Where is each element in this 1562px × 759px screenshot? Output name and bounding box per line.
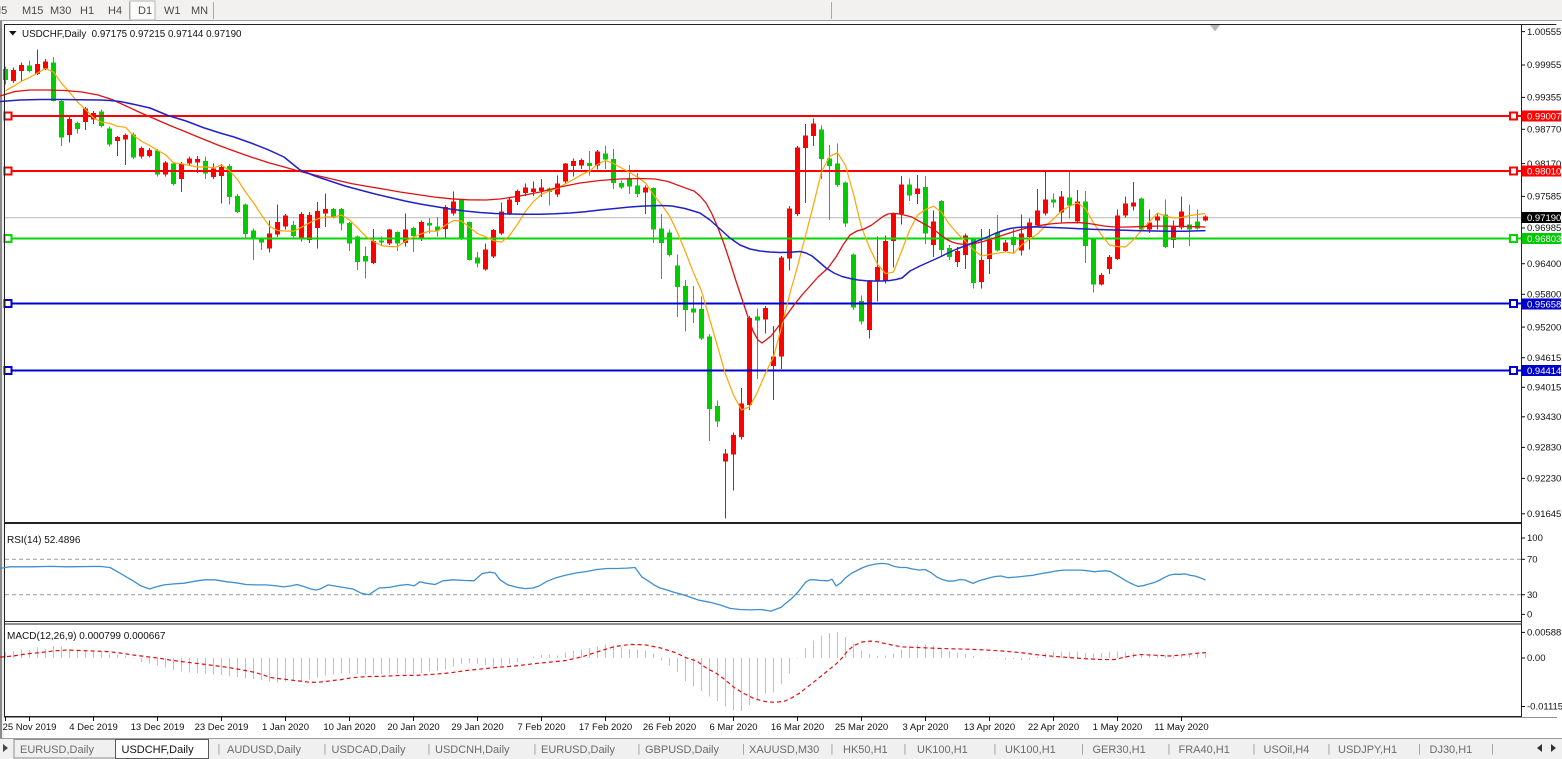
svg-text:GER30,H1: GER30,H1 <box>1093 744 1146 756</box>
svg-text:25 Mar 2020: 25 Mar 2020 <box>835 722 888 733</box>
svg-text:|: | <box>904 743 907 755</box>
svg-text:M5: M5 <box>0 5 7 17</box>
svg-text:25 Nov 2019: 25 Nov 2019 <box>3 722 57 733</box>
svg-text:0.93430: 0.93430 <box>1527 412 1561 423</box>
svg-text:1.00555: 1.00555 <box>1527 27 1561 38</box>
svg-text:|: | <box>638 743 641 755</box>
svg-text:1 Jan 2020: 1 Jan 2020 <box>262 722 309 733</box>
svg-text:USDCHF,Daily: USDCHF,Daily <box>122 744 195 756</box>
svg-text:100: 100 <box>1527 533 1543 544</box>
svg-text:HK50,H1: HK50,H1 <box>843 744 888 756</box>
svg-text:0.96400: 0.96400 <box>1527 259 1561 270</box>
svg-text:|: | <box>831 743 834 755</box>
svg-text:USOil,H4: USOil,H4 <box>1264 744 1310 756</box>
svg-text:0.95658: 0.95658 <box>1527 300 1561 311</box>
svg-text:|: | <box>534 743 537 755</box>
svg-text:0.95800: 0.95800 <box>1527 290 1561 301</box>
svg-text:23 Dec 2019: 23 Dec 2019 <box>195 722 249 733</box>
svg-text:DJ30,H1: DJ30,H1 <box>1430 744 1473 756</box>
svg-text:|: | <box>742 743 745 755</box>
svg-text:0.97190: 0.97190 <box>1527 213 1561 224</box>
svg-text:|: | <box>1328 743 1331 755</box>
svg-text:1 May 2020: 1 May 2020 <box>1093 722 1143 733</box>
svg-text:0.99355: 0.99355 <box>1527 93 1561 104</box>
svg-text:0.94015: 0.94015 <box>1527 383 1561 394</box>
svg-text:3 Apr 2020: 3 Apr 2020 <box>903 722 949 733</box>
svg-text:0.95200: 0.95200 <box>1527 322 1561 333</box>
svg-text:|: | <box>1418 743 1421 755</box>
svg-text:USDCNH,Daily: USDCNH,Daily <box>435 744 510 756</box>
svg-text:13 Dec 2019: 13 Dec 2019 <box>131 722 185 733</box>
svg-text:6 Mar 2020: 6 Mar 2020 <box>709 722 757 733</box>
svg-text:0.94414: 0.94414 <box>1527 366 1561 377</box>
svg-text:|: | <box>1081 743 1084 755</box>
svg-text:0.92830: 0.92830 <box>1527 443 1561 454</box>
svg-text:H1: H1 <box>80 5 94 17</box>
svg-text:|: | <box>1253 743 1256 755</box>
svg-text:M15: M15 <box>22 5 43 17</box>
svg-text:XAUUSD,M30: XAUUSD,M30 <box>749 744 819 756</box>
svg-text:22 Apr 2020: 22 Apr 2020 <box>1028 722 1079 733</box>
svg-text:30: 30 <box>1527 590 1538 601</box>
svg-text:M30: M30 <box>50 5 71 17</box>
svg-text:MACD(12,26,9) 0.000799 0.00066: MACD(12,26,9) 0.000799 0.000667 <box>7 631 166 642</box>
svg-text:13 Apr 2020: 13 Apr 2020 <box>964 722 1015 733</box>
svg-text:MN: MN <box>191 5 208 17</box>
svg-text:-0.0111514: -0.0111514 <box>1527 702 1562 713</box>
svg-text:EURUSD,Daily: EURUSD,Daily <box>20 744 94 756</box>
svg-text:0: 0 <box>1527 610 1532 621</box>
svg-text:H4: H4 <box>108 5 122 17</box>
svg-text:0.91645: 0.91645 <box>1527 509 1561 520</box>
svg-text:0.98170: 0.98170 <box>1527 159 1561 170</box>
svg-text:FRA40,H1: FRA40,H1 <box>1179 744 1230 756</box>
svg-text:16 Mar 2020: 16 Mar 2020 <box>771 722 824 733</box>
svg-text:4 Dec 2019: 4 Dec 2019 <box>69 722 118 733</box>
svg-text:D1: D1 <box>138 5 152 17</box>
svg-text:|: | <box>428 743 431 755</box>
svg-text:17 Feb 2020: 17 Feb 2020 <box>579 722 632 733</box>
svg-text:AUDUSD,Daily: AUDUSD,Daily <box>227 744 301 756</box>
svg-text:|: | <box>1168 743 1171 755</box>
svg-text:0.97585: 0.97585 <box>1527 192 1561 203</box>
svg-text:EURUSD,Daily: EURUSD,Daily <box>541 744 615 756</box>
svg-text:0.98010: 0.98010 <box>1527 167 1561 178</box>
svg-text:7 Feb 2020: 7 Feb 2020 <box>517 722 565 733</box>
svg-text:0.92230: 0.92230 <box>1527 474 1561 485</box>
svg-text:|: | <box>218 743 221 755</box>
svg-text:70: 70 <box>1527 555 1538 566</box>
svg-text:0.98770: 0.98770 <box>1527 125 1561 136</box>
svg-text:0.00: 0.00 <box>1527 653 1546 664</box>
svg-text:|: | <box>994 743 997 755</box>
svg-text:GBPUSD,Daily: GBPUSD,Daily <box>645 744 719 756</box>
svg-text:|: | <box>324 743 327 755</box>
svg-text:11 May 2020: 11 May 2020 <box>1154 722 1208 733</box>
svg-text:UK100,H1: UK100,H1 <box>1005 744 1056 756</box>
svg-text:0.96803: 0.96803 <box>1527 234 1561 245</box>
svg-text:USDCAD,Daily: USDCAD,Daily <box>332 744 406 756</box>
svg-text:W1: W1 <box>164 5 181 17</box>
svg-text:|: | <box>1491 743 1494 755</box>
svg-text:USDJPY,H1: USDJPY,H1 <box>1338 744 1397 756</box>
svg-text:USDCHF,Daily 0.97175 0.97215: USDCHF,Daily 0.97175 0.97215 0.97144 0.9… <box>22 29 242 40</box>
svg-text:0.99007: 0.99007 <box>1527 112 1561 123</box>
svg-text:RSI(14) 52.4896: RSI(14) 52.4896 <box>7 535 81 546</box>
svg-text:26 Feb 2020: 26 Feb 2020 <box>643 722 696 733</box>
svg-text:29 Jan 2020: 29 Jan 2020 <box>451 722 503 733</box>
svg-text:0.94615: 0.94615 <box>1527 353 1561 364</box>
svg-text:0.96985: 0.96985 <box>1527 223 1561 234</box>
svg-text:0.99955: 0.99955 <box>1527 60 1561 71</box>
svg-text:20 Jan 2020: 20 Jan 2020 <box>387 722 439 733</box>
svg-text:UK100,H1: UK100,H1 <box>917 744 968 756</box>
svg-text:0.0058818: 0.0058818 <box>1527 628 1562 639</box>
svg-text:10 Jan 2020: 10 Jan 2020 <box>323 722 375 733</box>
